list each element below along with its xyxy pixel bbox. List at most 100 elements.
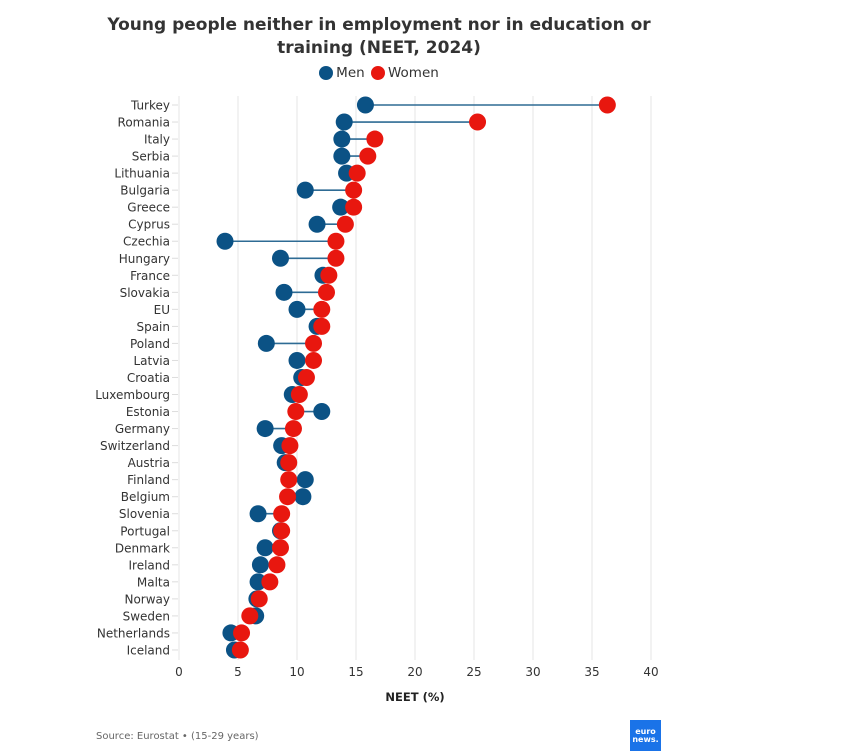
category-label: Latvia bbox=[133, 354, 170, 368]
dot-men bbox=[271, 249, 289, 267]
category-label: Serbia bbox=[132, 150, 170, 164]
dot-women bbox=[273, 522, 291, 540]
dot-women bbox=[261, 573, 279, 591]
category-label: Slovenia bbox=[119, 507, 170, 521]
category-label: Austria bbox=[128, 456, 170, 470]
dot-women bbox=[280, 454, 298, 472]
dot-men bbox=[256, 420, 274, 438]
dot-women bbox=[320, 266, 338, 284]
category-label: Hungary bbox=[119, 252, 170, 266]
legend-item-women[interactable]: Women bbox=[370, 65, 439, 81]
dot-women bbox=[345, 198, 363, 216]
dot-men bbox=[275, 283, 293, 301]
category-label: Netherlands bbox=[97, 626, 170, 640]
category-label: Ireland bbox=[128, 558, 170, 572]
dot-men bbox=[296, 471, 314, 489]
dot-men bbox=[333, 130, 351, 148]
dot-men bbox=[294, 488, 312, 506]
x-axis-title: NEET (%) bbox=[385, 690, 444, 704]
dot-women bbox=[598, 96, 616, 114]
chart-title-line-2: training (NEET, 2024) bbox=[277, 38, 481, 58]
category-label: Germany bbox=[115, 422, 170, 436]
dot-women bbox=[348, 164, 366, 182]
dot-women bbox=[305, 351, 323, 369]
dot-men bbox=[335, 113, 353, 131]
dot-women bbox=[290, 386, 308, 404]
category-label: Czechia bbox=[123, 235, 170, 249]
dot-women bbox=[305, 334, 323, 352]
legend-label-men: Men bbox=[336, 65, 365, 81]
category-label: Greece bbox=[127, 201, 170, 215]
dot-women bbox=[231, 641, 249, 659]
x-tick-label: 25 bbox=[466, 665, 481, 679]
category-label: Lithuania bbox=[114, 167, 170, 181]
dot-men bbox=[313, 403, 331, 421]
dot-women bbox=[469, 113, 487, 131]
dot-women bbox=[366, 130, 384, 148]
dot-women bbox=[233, 624, 251, 642]
category-label: Croatia bbox=[127, 371, 170, 385]
x-tick-label: 20 bbox=[407, 665, 422, 679]
dot-women bbox=[241, 607, 259, 625]
dot-women bbox=[318, 283, 335, 301]
x-tick-label: 10 bbox=[289, 665, 304, 679]
x-tick-label: 15 bbox=[348, 665, 363, 679]
category-label: Italy bbox=[144, 133, 170, 147]
dot-women bbox=[281, 437, 299, 455]
category-label: Luxembourg bbox=[95, 388, 170, 402]
logo-line-2: news. bbox=[632, 734, 659, 744]
dot-men bbox=[333, 147, 351, 165]
dot-women bbox=[297, 368, 315, 386]
x-tick-label: 35 bbox=[584, 665, 599, 679]
category-label: Switzerland bbox=[100, 439, 170, 453]
category-label: Sweden bbox=[123, 609, 170, 623]
x-tick-label: 40 bbox=[643, 665, 658, 679]
category-label: Bulgaria bbox=[120, 184, 170, 198]
dot-men bbox=[251, 556, 269, 574]
dot-women bbox=[287, 403, 305, 421]
legend-label-women: Women bbox=[387, 65, 439, 81]
dot-men bbox=[256, 539, 274, 557]
legend-item-men[interactable]: Men bbox=[319, 65, 365, 81]
dot-women bbox=[280, 471, 298, 489]
dot-men bbox=[257, 334, 275, 352]
legend-marker-women bbox=[370, 66, 385, 80]
dot-women bbox=[273, 505, 291, 523]
dot-women bbox=[313, 300, 331, 318]
dot-women bbox=[336, 215, 354, 233]
category-label: Finland bbox=[127, 473, 170, 487]
category-label: Norway bbox=[124, 592, 170, 606]
x-tick-label: 30 bbox=[525, 665, 540, 679]
dot-men bbox=[216, 232, 234, 250]
chart-title: Young people neither in employment nor i… bbox=[0, 14, 758, 60]
category-label: Poland bbox=[130, 337, 170, 351]
dot-women bbox=[271, 539, 289, 557]
x-tick-label: 5 bbox=[234, 665, 242, 679]
logo-line-1: euro bbox=[635, 726, 656, 736]
x-tick-label: 0 bbox=[175, 665, 183, 679]
legend: Men Women bbox=[0, 65, 758, 84]
category-label: Cyprus bbox=[128, 218, 170, 232]
dot-women bbox=[359, 147, 377, 165]
category-label: Slovakia bbox=[120, 286, 170, 300]
dot-men bbox=[356, 96, 374, 114]
dot-men bbox=[249, 505, 267, 523]
legend-marker-men bbox=[319, 66, 334, 80]
euronews-logo: euro news. bbox=[630, 720, 661, 751]
dot-women bbox=[327, 232, 345, 250]
category-label: Portugal bbox=[120, 524, 170, 538]
category-label: Denmark bbox=[115, 541, 170, 555]
dot-women bbox=[284, 420, 302, 438]
dot-men bbox=[288, 300, 306, 318]
dot-women bbox=[268, 556, 286, 574]
dot-women bbox=[345, 181, 363, 199]
category-label: Belgium bbox=[121, 490, 170, 504]
category-label: Spain bbox=[136, 320, 170, 334]
dot-women bbox=[250, 590, 268, 608]
dot-women bbox=[327, 249, 345, 267]
dot-men bbox=[296, 181, 314, 199]
category-label: Romania bbox=[118, 116, 170, 130]
category-label: France bbox=[130, 269, 170, 283]
dot-men bbox=[249, 573, 267, 591]
